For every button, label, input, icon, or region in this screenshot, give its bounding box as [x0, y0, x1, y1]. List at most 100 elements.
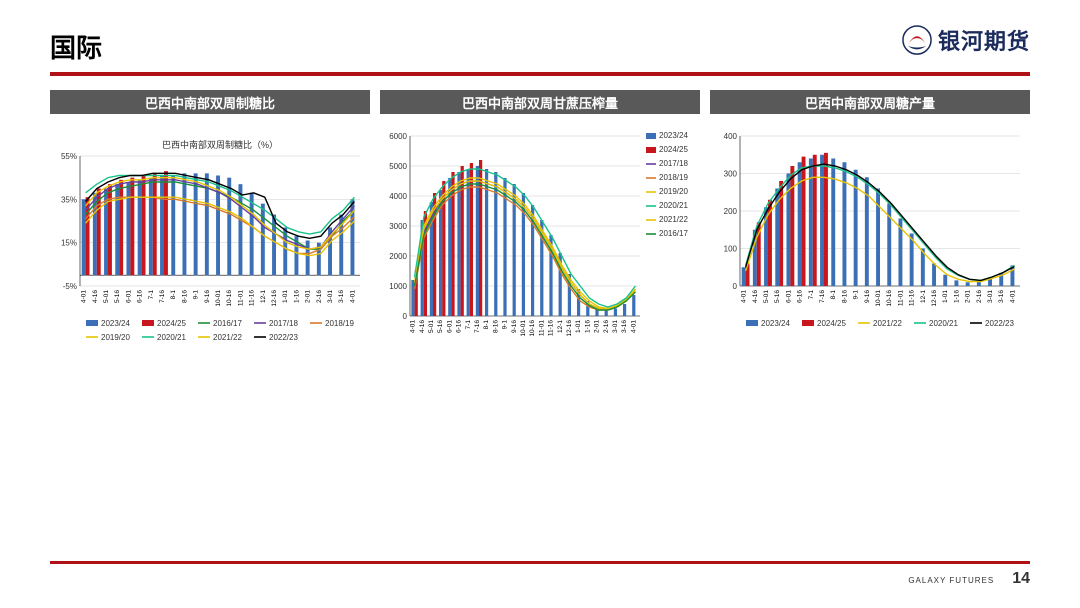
brand-logo: 银河期货 [902, 24, 1030, 56]
svg-text:2022/23: 2022/23 [985, 319, 1014, 328]
svg-text:2018/19: 2018/19 [325, 319, 354, 328]
svg-text:1-16: 1-16 [293, 290, 300, 303]
svg-text:2018/19: 2018/19 [659, 173, 688, 182]
charts-row: 巴西中南部双周制糖比 巴西中南部双周制糖比（%）-5%15%35%55%4-01… [50, 90, 1030, 390]
svg-text:11-16: 11-16 [249, 290, 256, 307]
svg-text:0: 0 [403, 312, 408, 321]
svg-text:4-16: 4-16 [92, 290, 99, 303]
svg-text:9-1: 9-1 [193, 290, 200, 300]
svg-text:2023/24: 2023/24 [659, 131, 688, 140]
chart-a-svg: 巴西中南部双周制糖比（%）-5%15%35%55%4-014-165-015-1… [50, 122, 370, 390]
svg-text:35%: 35% [61, 195, 77, 204]
svg-text:9-16: 9-16 [864, 290, 871, 303]
svg-text:5-01: 5-01 [103, 290, 110, 303]
svg-text:5-16: 5-16 [774, 290, 781, 303]
svg-text:55%: 55% [61, 152, 77, 161]
svg-text:2020/21: 2020/21 [157, 333, 186, 342]
svg-text:7-1: 7-1 [148, 290, 155, 300]
svg-text:-5%: -5% [63, 282, 77, 291]
svg-text:2-16: 2-16 [976, 290, 983, 303]
svg-text:12-16: 12-16 [566, 320, 573, 337]
svg-text:2000: 2000 [389, 252, 407, 261]
svg-text:4-01: 4-01 [630, 320, 637, 333]
svg-text:2021/22: 2021/22 [659, 215, 688, 224]
svg-text:3-01: 3-01 [987, 290, 994, 303]
logo-text: 银河期货 [938, 24, 1030, 56]
svg-text:9-1: 9-1 [853, 290, 860, 300]
chart-c-column: 巴西中南部双周糖产量 0 100 200 300 400 4-01 4-16 5-01 5-16… [710, 90, 1030, 390]
page-footer: GALAXY FUTURES 14 [908, 570, 1030, 588]
svg-text:6-16: 6-16 [137, 290, 144, 303]
svg-text:6-16: 6-16 [797, 290, 804, 303]
footer-divider [50, 561, 1030, 564]
svg-text:8-1: 8-1 [830, 290, 837, 300]
svg-text:100: 100 [724, 245, 738, 254]
svg-text:300: 300 [724, 170, 738, 179]
svg-text:2021/22: 2021/22 [213, 333, 242, 342]
svg-text:2023/24: 2023/24 [101, 319, 130, 328]
svg-text:11-16: 11-16 [548, 320, 555, 337]
svg-text:4-01: 4-01 [741, 290, 748, 303]
svg-text:1-16: 1-16 [584, 320, 591, 333]
svg-text:2-16: 2-16 [603, 320, 610, 333]
svg-text:11-01: 11-01 [237, 290, 244, 307]
svg-text:2019/20: 2019/20 [101, 333, 130, 342]
svg-text:2023/24: 2023/24 [761, 319, 790, 328]
svg-text:12-1: 12-1 [260, 290, 267, 303]
svg-text:11-16: 11-16 [909, 290, 916, 307]
chart-b-header: 巴西中南部双周甘蔗压榨量 [380, 90, 700, 114]
svg-text:6-01: 6-01 [125, 290, 132, 303]
chart-b-svg: 01000200030004000500060004-014-165-015-1… [380, 122, 700, 390]
footer-brand: GALAXY FUTURES [908, 576, 994, 585]
chart-a-column: 巴西中南部双周制糖比 巴西中南部双周制糖比（%）-5%15%35%55%4-01… [50, 90, 370, 390]
svg-text:2-01: 2-01 [965, 290, 972, 303]
svg-text:2020/21: 2020/21 [659, 201, 688, 210]
svg-text:4-16: 4-16 [752, 290, 759, 303]
svg-text:10-16: 10-16 [886, 290, 893, 307]
svg-text:7-1: 7-1 [465, 320, 472, 330]
svg-text:12-16: 12-16 [931, 290, 938, 307]
svg-text:7-16: 7-16 [819, 290, 826, 303]
page-title: 国际 [50, 33, 102, 63]
svg-text:9-16: 9-16 [511, 320, 518, 333]
svg-text:6000: 6000 [389, 132, 407, 141]
svg-text:1-01: 1-01 [282, 290, 289, 303]
svg-text:0: 0 [733, 282, 738, 291]
svg-text:3000: 3000 [389, 222, 407, 231]
svg-text:2016/17: 2016/17 [213, 319, 242, 328]
svg-text:5-01: 5-01 [763, 290, 770, 303]
svg-text:2021/22: 2021/22 [873, 319, 902, 328]
svg-text:7-16: 7-16 [159, 290, 166, 303]
svg-text:4-01: 4-01 [349, 290, 356, 303]
svg-text:8-1: 8-1 [170, 290, 177, 300]
svg-text:10-16: 10-16 [226, 290, 233, 307]
chart-c-header: 巴西中南部双周糖产量 [710, 90, 1030, 114]
svg-text:12-1: 12-1 [920, 290, 927, 303]
svg-text:1000: 1000 [389, 282, 407, 291]
svg-text:2019/20: 2019/20 [659, 187, 688, 196]
svg-text:4000: 4000 [389, 192, 407, 201]
svg-text:12-1: 12-1 [557, 320, 564, 333]
title-divider [50, 72, 1030, 76]
chart-b-body: 01000200030004000500060004-014-165-015-1… [380, 122, 700, 390]
svg-text:8-1: 8-1 [483, 320, 490, 330]
svg-text:3-16: 3-16 [621, 320, 628, 333]
page-number: 14 [1012, 570, 1030, 588]
svg-text:2022/23: 2022/23 [269, 333, 298, 342]
svg-text:10-01: 10-01 [875, 290, 882, 307]
logo-icon [902, 25, 932, 55]
svg-text:3-01: 3-01 [612, 320, 619, 333]
chart-a-body: 巴西中南部双周制糖比（%）-5%15%35%55%4-014-165-015-1… [50, 122, 370, 390]
svg-text:2-16: 2-16 [316, 290, 323, 303]
svg-text:5000: 5000 [389, 162, 407, 171]
svg-text:5-16: 5-16 [437, 320, 444, 333]
svg-text:15%: 15% [61, 239, 77, 248]
svg-text:1-01: 1-01 [942, 290, 949, 303]
svg-text:4-01: 4-01 [410, 320, 417, 333]
svg-text:10-01: 10-01 [215, 290, 222, 307]
svg-text:400: 400 [724, 132, 738, 141]
svg-text:6-16: 6-16 [456, 320, 463, 333]
svg-text:200: 200 [724, 207, 738, 216]
svg-text:4-16: 4-16 [419, 320, 426, 333]
svg-text:11-01: 11-01 [897, 290, 904, 307]
